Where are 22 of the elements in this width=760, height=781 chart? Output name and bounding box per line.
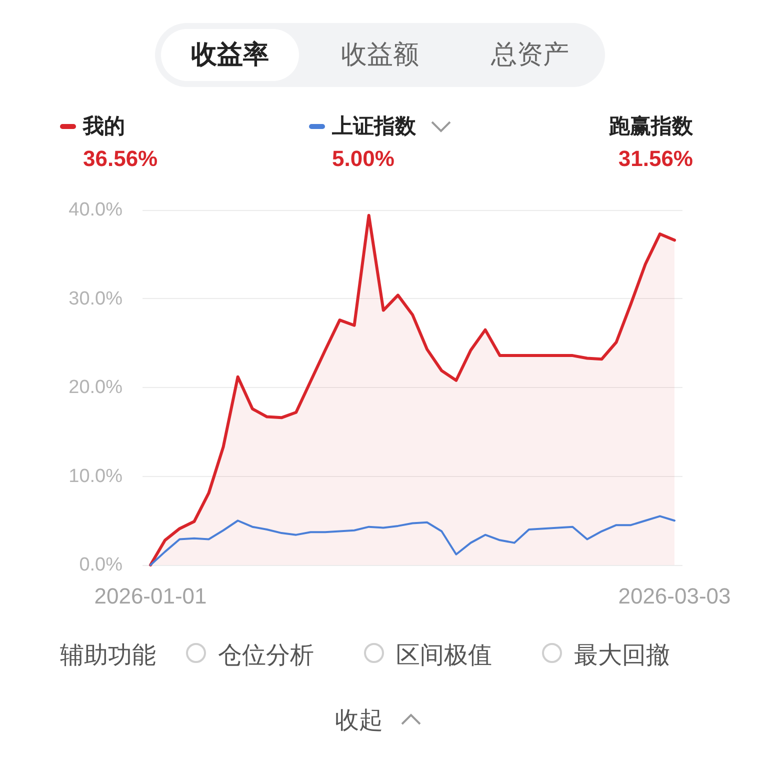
text: 收益率 — [161, 29, 299, 81]
y-tick-label: 40.0% — [68, 200, 123, 220]
y-tick-label: 0.0% — [79, 554, 123, 576]
y-tick-label: 20.0% — [68, 377, 123, 398]
text: 仓位分析 — [218, 640, 314, 670]
x-tick-label: 2026-03-03 — [618, 584, 731, 608]
text: 区间极值 — [396, 640, 492, 670]
text: 5.00% — [332, 145, 394, 173]
text: 总资产 — [490, 39, 570, 72]
text: 最大回撤 — [574, 640, 670, 670]
text: 收起 — [335, 704, 383, 736]
legend-label: 我的 — [83, 112, 125, 140]
y-tick-label: 30.0% — [68, 288, 123, 310]
y-tick-label: 10.0% — [68, 466, 123, 487]
legend-label: 上证指数 — [332, 112, 416, 140]
line-series — [150, 515, 676, 566]
text: 31.56% — [618, 145, 693, 173]
text: 辅助功能 — [60, 640, 156, 670]
text: 跑赢指数 — [609, 112, 693, 140]
x-tick-label: 2026-01-01 — [94, 584, 207, 608]
text: 36.56% — [83, 145, 158, 173]
text: 收益额 — [340, 39, 420, 72]
